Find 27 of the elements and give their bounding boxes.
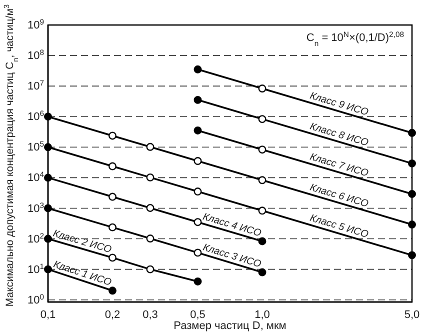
y-tick-label: 10$^{7}$ [27,78,44,93]
text: Класс 8 ИСО [308,121,370,149]
x-tick-label: 0,2 [104,308,120,321]
text: Класс 5 ИСО [308,212,370,241]
text: Класс 7 ИСО [308,152,370,180]
y-tick-label: 10$^{5}$ [27,139,44,154]
text: Класс 1 ИСО [52,259,113,289]
text: Класс 4 ИСО [201,212,263,240]
text: Класс 9 ИСО [308,90,370,118]
x-tick-label: 0,5 [190,308,206,321]
x-axis-title: Размер частиц D, мкм [174,320,286,332]
y-tick-label: 10$^{0}$ [27,292,44,306]
x-tick-label: 5,0 [404,308,420,321]
y-tick-label: 10$^{1}$ [27,261,44,276]
text: Класс 2 ИСО [52,228,113,256]
y-tick-label: 10$^{2}$ [27,230,44,246]
text: Класс 6 ИСО [308,182,370,210]
y-tick-label: 10$^{8}$ [27,48,44,62]
y-tick-label: 10$^{4}$ [27,170,45,184]
y-tick-label: 10$^{6}$ [27,108,44,124]
y-tick-label: 10$^{3}$ [27,200,44,215]
x-tick-label: 0,3 [142,308,158,321]
annotation: C$_{n}$ = 10$^{N}$×(0,1/D)$^{2,08}$ [306,30,404,48]
x-tick-label: 0,1 [40,308,56,321]
y-tick-label: 10$^{9}$ [27,17,44,32]
x-tick-label: 1,0 [254,308,270,321]
text: Класс 3 ИСО [201,242,263,270]
